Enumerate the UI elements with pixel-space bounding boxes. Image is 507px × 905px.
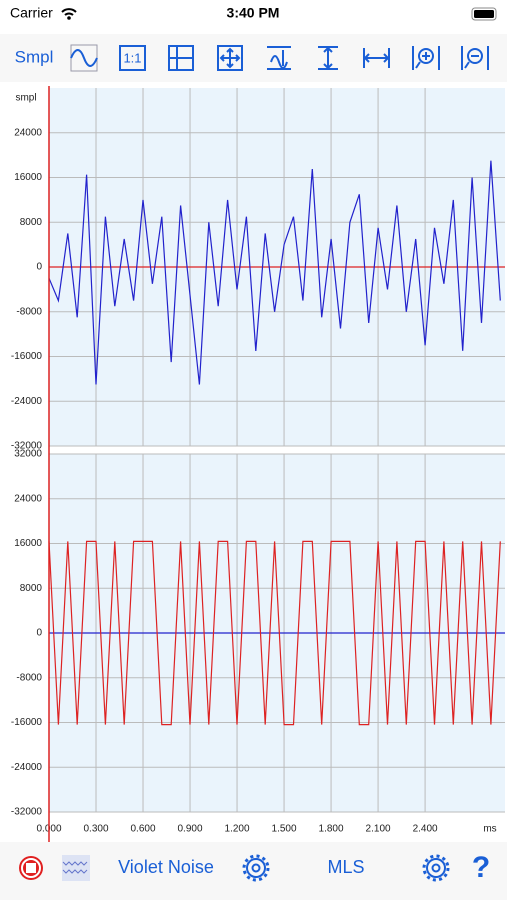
noise-thumbnail[interactable]: [62, 855, 90, 881]
h-zoom-button[interactable]: [363, 48, 390, 68]
fit-button[interactable]: [267, 46, 291, 70]
y-tick-label: 16000: [14, 538, 42, 549]
zoom-in-lens: [418, 48, 434, 64]
zoom-out-lens: [467, 48, 483, 64]
zoom-out-button[interactable]: [461, 46, 489, 70]
right-settings[interactable]: [422, 854, 450, 882]
clock: 3:40 PM: [227, 5, 280, 21]
ratio-label: 1:1: [123, 50, 141, 65]
x-tick-label: 0.300: [83, 824, 108, 835]
y-tick-label: 0: [36, 628, 42, 639]
y-tick-label: -8000: [16, 672, 42, 683]
zoom-out-minus: [464, 55, 479, 69]
y-tick-label: -8000: [16, 306, 42, 317]
x-tick-label: 1.500: [272, 824, 297, 835]
y-tick-label: -24000: [11, 396, 43, 407]
zoom-in-bars: [412, 46, 440, 70]
battery: [471, 7, 497, 21]
help-button[interactable]: ?: [472, 851, 490, 884]
fit-icon: [267, 46, 291, 70]
y-tick-label: 0: [36, 262, 42, 273]
thumb-wave: [62, 861, 88, 874]
x-tick-label: 0.600: [131, 824, 156, 835]
signal-line: [48, 540, 501, 726]
gear-right: [426, 858, 446, 878]
y-tick-label: 8000: [20, 583, 43, 594]
zoom-in-plus: [415, 52, 430, 69]
zoom-out-bars: [461, 46, 489, 70]
y-tick-label: -24000: [11, 762, 43, 773]
y-tick-label: -32000: [11, 807, 43, 818]
y-tick-label: 32000: [14, 449, 42, 460]
gear-left-hub: [251, 863, 261, 873]
x-axis-label: ms: [483, 824, 496, 835]
v-zoom-icon: [318, 46, 338, 70]
pan-frame: [217, 45, 243, 71]
y-tick-label: -32000: [11, 441, 43, 452]
thumb-bg: [62, 855, 90, 881]
y-tick-label: 24000: [14, 493, 42, 504]
charts: 24000 16000 8000 0 -8000 -16000 -24000 -32000 sm…: [11, 86, 505, 842]
ratio-frame: [119, 45, 146, 71]
carrier: Carrier: [10, 5, 53, 21]
x-tick-label: 2.400: [413, 824, 438, 835]
y-tick-label: 8000: [20, 217, 43, 228]
stop-button[interactable]: [19, 856, 43, 880]
mode-button[interactable]: Smpl: [15, 47, 54, 66]
wave-icon: [70, 49, 98, 67]
h-zoom-icon: [363, 48, 390, 68]
gear-right-hub: [431, 863, 441, 873]
right-generator[interactable]: MLS: [327, 857, 364, 877]
x-tick-label: 0.900: [178, 824, 203, 835]
y-axis-label: smpl: [15, 93, 36, 104]
grid-wave-button[interactable]: [70, 44, 98, 72]
pan-button[interactable]: [217, 45, 243, 71]
pan-arrows: [219, 47, 241, 69]
battery-level: [474, 10, 494, 18]
zoom-in-button[interactable]: [412, 46, 440, 70]
v-zoom-button[interactable]: [318, 46, 338, 70]
wifi-dot: [67, 16, 71, 20]
left-generator[interactable]: Violet Noise: [118, 857, 214, 877]
gear-right-teeth: [422, 854, 450, 882]
gear-left: [246, 858, 266, 878]
y-tick-label: -16000: [11, 717, 43, 728]
x-tick-label: 1.800: [319, 824, 344, 835]
signal-line: [48, 160, 501, 385]
split-button[interactable]: [168, 45, 194, 71]
ratio-button[interactable]: 1:1: [119, 45, 146, 71]
y-tick-label: 16000: [14, 172, 42, 183]
toolbar: [0, 34, 507, 82]
y-tick-label: -16000: [11, 351, 43, 362]
split-lines: [169, 46, 193, 70]
x-tick-label: 2.100: [366, 824, 391, 835]
stop-ring: [21, 858, 41, 878]
left-settings[interactable]: [242, 854, 270, 882]
gear-left-teeth: [242, 854, 270, 882]
wifi-icon: [61, 8, 77, 16]
stop-square: [26, 863, 36, 873]
x-tick-label: 1.200: [225, 824, 250, 835]
y-tick-label: 24000: [14, 127, 42, 138]
